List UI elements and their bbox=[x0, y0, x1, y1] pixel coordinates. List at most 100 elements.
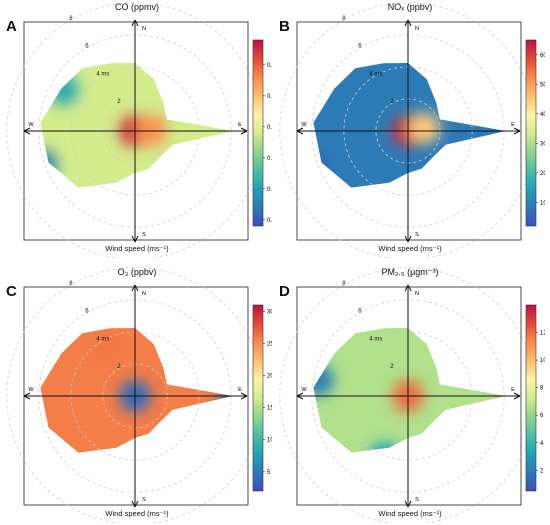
hotspot bbox=[408, 112, 441, 145]
colorbar-tick-label: 4 bbox=[540, 441, 544, 447]
direction-label: N bbox=[142, 291, 146, 297]
colorbar bbox=[252, 39, 264, 227]
axis-arrow bbox=[131, 500, 139, 508]
direction-label: E bbox=[511, 387, 515, 393]
panel-d: 2 4 ms 6 8 N E S W 2 4 6 8 10 12 D PM₂.₅ (µgm⁻³) Wind… bbox=[275, 265, 545, 523]
hotspot bbox=[313, 364, 334, 397]
panel-letter: C bbox=[6, 283, 17, 300]
colorbar-tick-label: 6 bbox=[540, 413, 544, 419]
hotspot bbox=[89, 329, 122, 362]
ring-label: 8 bbox=[342, 281, 346, 287]
ring-label: 8 bbox=[342, 16, 346, 22]
ring-label: 6 bbox=[85, 309, 89, 315]
colorbar-tick-label: 20 bbox=[267, 374, 272, 380]
panel-letter: B bbox=[279, 18, 290, 35]
axis-arrow bbox=[404, 284, 412, 292]
polar-plot-c: 2 4 ms 6 8 N E S W 5 10 15 20 25 30 bbox=[6, 267, 272, 523]
ring-label: 4 ms bbox=[96, 71, 109, 77]
panel-b: 2 4 ms 6 8 N E S W 10 20 30 40 50 60 B NOₓ (ppbv) Win… bbox=[275, 0, 545, 258]
colorbar-tick-label: 0.3 bbox=[267, 156, 272, 162]
axis-arrow bbox=[404, 235, 412, 243]
polar-plot-a: 2 4 ms 6 8 N E S W 0.1 0.2 0.3 0.4 0.5 0.6 bbox=[6, 2, 272, 258]
colorbar-tick-label: 0.6 bbox=[267, 63, 272, 69]
colorbar-tick-label: 0.5 bbox=[267, 94, 272, 100]
direction-label: S bbox=[415, 232, 419, 238]
colorbar-tick-label: 20 bbox=[540, 171, 545, 177]
axis-arrow bbox=[513, 392, 521, 400]
ring-label: 6 bbox=[358, 309, 362, 315]
direction-label: E bbox=[238, 122, 242, 128]
direction-label: W bbox=[301, 122, 307, 128]
direction-label: N bbox=[415, 291, 419, 297]
colorbar-tick-label: 12 bbox=[540, 331, 545, 337]
axis-arrow bbox=[23, 127, 31, 135]
colorbar-tick-label: 0.4 bbox=[267, 125, 272, 131]
ring-label: 6 bbox=[85, 44, 89, 50]
polar-plot-b: 2 4 ms 6 8 N E S W 10 20 30 40 50 60 bbox=[279, 2, 545, 258]
colorbar-tick-label: 30 bbox=[267, 309, 272, 315]
axis-arrow bbox=[240, 392, 248, 400]
direction-label: S bbox=[142, 232, 146, 238]
colorbar-tick-label: 0.1 bbox=[267, 218, 272, 224]
ring-label: 8 bbox=[69, 281, 73, 287]
axis-arrow bbox=[240, 127, 248, 135]
ring-label: 4 ms bbox=[369, 336, 382, 342]
heat-surface bbox=[313, 328, 507, 453]
direction-label: E bbox=[238, 387, 242, 393]
colorbar-tick-label: 0.2 bbox=[267, 187, 272, 193]
colorbar bbox=[252, 304, 264, 492]
panel-a: 2 4 ms 6 8 N E S W 0.1 0.2 0.3 0.4 0.5 0.6 A CO (ppmv… bbox=[2, 0, 272, 258]
hotspot bbox=[135, 114, 168, 147]
colorbar-tick-label: 10 bbox=[267, 438, 272, 444]
colorbar-tick-label: 2 bbox=[540, 468, 544, 474]
axis-arrow bbox=[404, 19, 412, 27]
axis-arrow bbox=[296, 127, 304, 135]
colorbar-tick-label: 15 bbox=[267, 406, 272, 412]
colorbar-tick-label: 8 bbox=[540, 386, 544, 392]
heat-surface bbox=[313, 63, 507, 188]
panel-title: O₃ (ppbv) bbox=[117, 267, 157, 277]
direction-label: N bbox=[142, 26, 146, 32]
axis-arrow bbox=[23, 392, 31, 400]
colorbar bbox=[525, 39, 537, 227]
ring-label: 8 bbox=[69, 16, 73, 22]
axis-arrow bbox=[131, 284, 139, 292]
colorbar-tick-label: 60 bbox=[540, 53, 545, 59]
direction-label: W bbox=[301, 387, 307, 393]
panel-title: NOₓ (ppbv) bbox=[387, 2, 433, 12]
axis-arrow bbox=[296, 392, 304, 400]
colorbar-tick-label: 10 bbox=[540, 358, 545, 364]
colorbar-tick-label: 50 bbox=[540, 82, 545, 88]
axis-arrow bbox=[131, 235, 139, 243]
polar-plot-d: 2 4 ms 6 8 N E S W 2 4 6 8 10 12 bbox=[279, 267, 545, 523]
direction-label: W bbox=[28, 122, 34, 128]
axis-arrow bbox=[404, 500, 412, 508]
direction-label: N bbox=[415, 26, 419, 32]
direction-label: W bbox=[28, 387, 34, 393]
panel-c: 2 4 ms 6 8 N E S W 5 10 15 20 25 30 C O₃ (ppbv) Wind … bbox=[2, 265, 272, 523]
heat-surface bbox=[40, 63, 234, 188]
x-axis-label: Wind speed (ms⁻¹) bbox=[105, 244, 169, 253]
colorbar-tick-label: 30 bbox=[540, 141, 545, 147]
panel-letter: D bbox=[279, 283, 290, 300]
panel-title: PM₂.₅ (µgm⁻³) bbox=[381, 267, 439, 277]
direction-label: E bbox=[511, 122, 515, 128]
ring-label: 4 ms bbox=[96, 336, 109, 342]
hotspot bbox=[47, 73, 80, 106]
hotspot bbox=[369, 442, 402, 453]
hotspot bbox=[40, 438, 51, 453]
colorbar bbox=[525, 304, 537, 492]
direction-label: S bbox=[142, 497, 146, 503]
ring-label: 2 bbox=[117, 99, 121, 105]
colorbar-tick-label: 25 bbox=[267, 341, 272, 347]
panel-title: CO (ppmv) bbox=[114, 2, 159, 12]
direction-label: S bbox=[415, 497, 419, 503]
axis-arrow bbox=[513, 127, 521, 135]
colorbar-tick-label: 5 bbox=[267, 470, 271, 476]
colorbar-tick-label: 40 bbox=[540, 112, 545, 118]
ring-label: 6 bbox=[358, 44, 362, 50]
x-axis-label: Wind speed (ms⁻¹) bbox=[378, 509, 442, 518]
axis-arrow bbox=[131, 19, 139, 27]
x-axis-label: Wind speed (ms⁻¹) bbox=[378, 244, 442, 253]
panel-letter: A bbox=[6, 18, 17, 35]
